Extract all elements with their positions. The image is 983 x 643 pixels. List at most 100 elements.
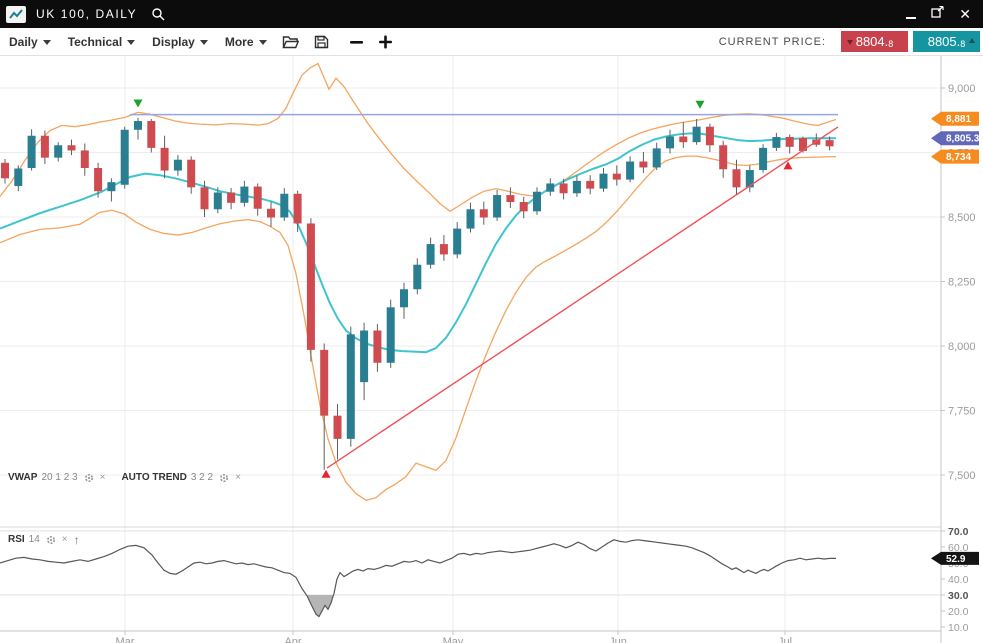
ask-price-decimal: 8 [960,38,966,49]
close-icon[interactable]: × [61,533,68,545]
candle-body [173,159,182,171]
month-axis-label: Jun [609,636,627,643]
candle-body [400,289,408,308]
close-icon[interactable]: × [99,471,106,483]
candle-body [120,129,129,185]
rsi-oversold-fill [306,595,334,617]
rsi-axis-label: 30.0 [948,590,969,602]
price-down-arrow-icon [847,40,853,45]
open-folder-icon[interactable] [281,35,299,49]
candle-body [519,202,528,212]
minimize-icon[interactable] [906,17,917,19]
candle-body [612,173,621,180]
gear-icon[interactable] [219,473,229,483]
rsi-axis-label: 10.0 [948,622,969,634]
menu-daily-label: Daily [9,34,38,49]
chevron-down-icon [42,40,51,45]
candle-body [1,162,9,179]
candle-body [267,208,275,218]
sell-signal-marker [695,100,705,109]
menu-display[interactable]: Display [152,35,208,49]
candle-body [626,161,635,180]
candle-body [147,121,156,148]
candle-body [200,187,209,210]
vwap-params: 20 1 2 3 [41,472,78,483]
candle-body [426,244,435,265]
current-price-label: CURRENT PRICE: [718,35,826,48]
candle-body [546,183,555,192]
ask-price: 8805. [927,34,961,49]
candle-body [719,145,728,170]
rsi-period: 14 [28,534,40,545]
price-tag-bg [931,131,979,146]
candle-body [40,135,49,158]
candle-body [227,192,236,203]
vwap-label: VWAP [8,472,38,483]
popout-icon[interactable] [931,5,944,23]
candle-body [333,415,342,439]
candle-body [466,209,475,229]
auto-trend-params: 3 2 2 [190,472,214,483]
sell-price-button[interactable]: 8804. 8 [841,31,908,52]
candle-body [306,223,315,350]
candle-body [107,182,116,192]
month-axis-label: Jul [778,636,792,643]
candle-body [639,161,648,168]
rsi-axis-label: 60.0 [948,542,969,554]
zoom-in-icon[interactable] [378,35,393,49]
rsi-axis-label: 40.0 [948,574,969,586]
gridlines [0,56,941,631]
candle-body [439,244,448,255]
rsi-line [0,539,836,618]
gear-icon[interactable] [46,535,56,545]
price-axis-label: 7,750 [948,406,976,418]
candle-body [679,136,688,143]
buy-price-button[interactable]: 8805. 8 [913,31,980,52]
zoom-out-icon[interactable] [349,35,364,49]
menu-more[interactable]: More [225,35,267,49]
candle-body [599,173,608,189]
menu-daily[interactable]: Daily [9,35,51,49]
gear-icon[interactable] [84,473,94,483]
move-pane-up-icon[interactable]: ↑ [73,532,80,547]
candle-body [373,330,382,363]
month-axis-label: May [443,636,464,643]
rsi-axis-label: 20.0 [948,606,969,618]
candle-body [346,334,355,439]
candle-body [453,228,462,255]
search-icon[interactable] [151,7,165,21]
menu-technical-label: Technical [67,34,123,49]
candle-body [386,307,395,363]
candle-body [134,121,142,130]
price-tag-bg [931,111,979,126]
candle-body [187,159,196,188]
buy-signal-marker [783,161,793,170]
price-axis-label: 8,000 [948,341,976,353]
close-icon[interactable]: ✕ [959,6,971,22]
current-price-panel: CURRENT PRICE: 8804. 8 8805. 8 [719,31,980,52]
title-bar: UK 100, DAILY ✕ [0,0,983,28]
candle-body [54,145,63,158]
candle-body [785,137,794,147]
price-tag-bg [931,149,979,164]
buy-signal-marker [321,469,331,478]
month-axis-label: Apr [284,636,301,643]
price-axis-label: 8,500 [948,212,976,224]
candle-body [745,170,754,188]
close-icon[interactable]: × [235,471,241,483]
candle-body [772,137,781,148]
candle-body [692,126,701,143]
save-icon[interactable] [314,35,329,49]
price-tag: 8,881 [946,114,971,125]
rsi-pane [0,539,836,618]
candle-body [413,264,422,290]
rsi-label: RSI [8,534,25,545]
menu-display-label: Display [152,34,195,49]
month-axis-label: Mar [116,636,135,643]
candle-body [666,136,674,149]
menu-technical[interactable]: Technical [67,34,136,49]
auto-trend-label: AUTO TREND [121,472,187,483]
chart-title: UK 100, DAILY [36,7,138,21]
